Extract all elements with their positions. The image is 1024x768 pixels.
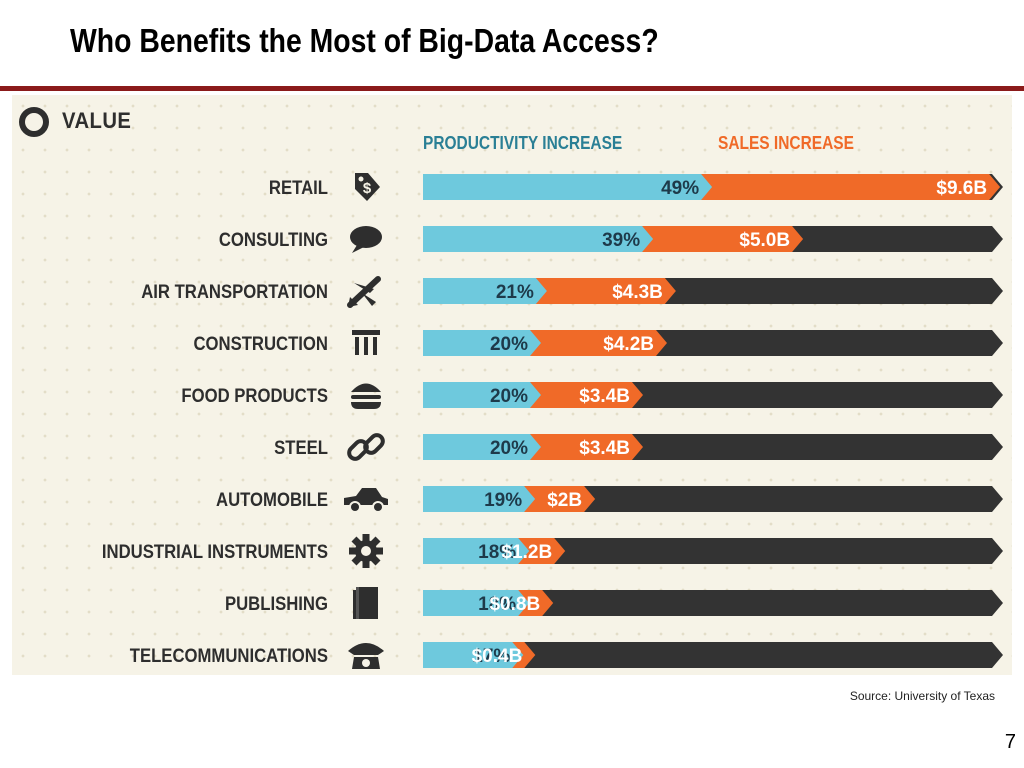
chart-row: RETAIL $49% $9.6B: [269, 173, 1003, 201]
svg-text:$: $: [363, 180, 372, 197]
chart-row: INDUSTRIAL INSTRUMENTS 18%$1.2B: [102, 534, 1003, 568]
remainder-bar: [423, 590, 1003, 616]
sales-value-label: $1.2B: [501, 542, 552, 563]
productivity-bar: [423, 278, 547, 304]
category-label: AIR TRANSPORTATION: [141, 281, 328, 302]
price-tag-icon: $: [355, 173, 380, 201]
productivity-bar: [423, 330, 541, 356]
legend-sales: SALES INCREASE: [718, 133, 854, 153]
chart-row: PUBLISHING 18%$0.8B: [225, 587, 1003, 619]
productivity-value-label: 39%: [602, 230, 640, 251]
productivity-bar: [423, 590, 530, 616]
circle-icon: [19, 107, 49, 137]
slide-title: Who Benefits the Most of Big-Data Access…: [70, 22, 659, 59]
chart-row: STEEL 20% $3.4B: [274, 433, 1003, 461]
sales-value-label: $9.6B: [936, 178, 987, 199]
sales-value-label: $3.4B: [579, 386, 630, 407]
productivity-value-label: 20%: [490, 386, 528, 407]
productivity-bar: [423, 382, 541, 408]
productivity-bar: [423, 538, 530, 564]
chart-header: VALUE: [62, 108, 132, 133]
productivity-value-label: 19%: [484, 490, 522, 511]
page-number: 7: [1004, 731, 1016, 753]
chart-row: FOOD PRODUCTS 20% $3.4B: [181, 382, 1003, 409]
sales-value-label: $3.4B: [579, 438, 630, 459]
chart-row: AIR TRANSPORTATION 21% $4.3B: [141, 276, 1003, 308]
category-label: CONSULTING: [219, 229, 328, 250]
sales-value-label: $4.2B: [603, 334, 654, 355]
airplane-icon: [347, 276, 381, 308]
chart-row: CONSULTING 39% $5.0B: [219, 226, 1003, 253]
productivity-value-label: 20%: [490, 334, 528, 355]
title-divider: [0, 86, 1024, 91]
sales-value-label: $0.8B: [489, 594, 540, 615]
legend-productivity: PRODUCTIVITY INCREASE: [423, 133, 623, 153]
category-label: FOOD PRODUCTS: [181, 385, 328, 406]
category-label: AUTOMOBILE: [216, 489, 328, 510]
productivity-bar: [423, 642, 524, 668]
sales-value-label: $4.3B: [612, 282, 663, 303]
category-label: RETAIL: [269, 177, 328, 198]
car-icon: [344, 488, 388, 513]
remainder-bar: [423, 538, 1003, 564]
category-label: TELECOMMUNICATIONS: [130, 645, 328, 666]
chart-row: AUTOMOBILE 19% $2B: [216, 486, 1003, 513]
productivity-value-label: 21%: [496, 282, 534, 303]
sales-value-label: $0.4B: [472, 646, 523, 667]
speech-bubble-icon: [350, 226, 382, 253]
burger-icon: [351, 383, 381, 409]
source-note: Source: University of Texas: [849, 689, 995, 703]
productivity-value-label: 49%: [661, 178, 699, 199]
productivity-bar: [423, 226, 654, 252]
productivity-value-label: 18%: [478, 542, 516, 563]
productivity-bar: [423, 434, 541, 460]
category-label: PUBLISHING: [225, 593, 328, 614]
productivity-bar: [423, 174, 713, 200]
chart-row: CONSTRUCTION 20% $4.2B: [193, 330, 1003, 356]
productivity-value-label: 20%: [490, 438, 528, 459]
sales-value-label: $2B: [547, 490, 582, 511]
chain-link-icon: [347, 433, 385, 461]
productivity-value-label: 18%: [478, 594, 516, 615]
productivity-bar: [423, 486, 536, 512]
telephone-icon: [348, 643, 384, 669]
category-label: CONSTRUCTION: [193, 333, 328, 354]
chart-row: TELECOMMUNICATIONS 17%$0.4B: [130, 642, 1003, 669]
gear-icon: [349, 534, 383, 568]
remainder-bar: [423, 642, 1003, 668]
category-label: STEEL: [274, 437, 328, 458]
book-icon: [353, 587, 378, 619]
category-label: INDUSTRIAL INSTRUMENTS: [102, 541, 328, 562]
productivity-value-label: 17%: [472, 646, 510, 667]
sales-value-label: $5.0B: [739, 230, 790, 251]
columns-icon: [352, 330, 380, 355]
